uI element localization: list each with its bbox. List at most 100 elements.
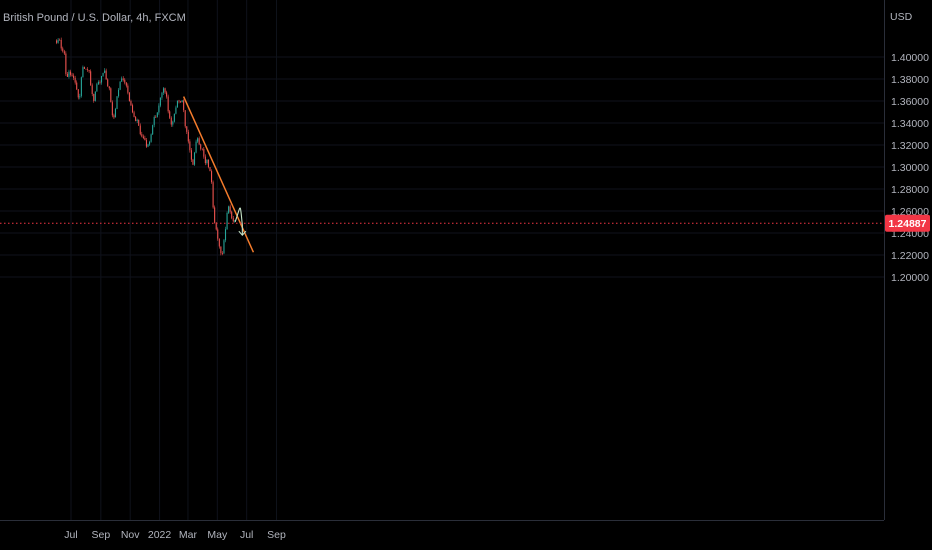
candle-body bbox=[124, 79, 126, 83]
candle-body bbox=[60, 39, 62, 49]
candle-body bbox=[63, 51, 65, 54]
candle-body bbox=[193, 152, 196, 165]
candle-body bbox=[59, 39, 61, 41]
candle-body bbox=[172, 121, 174, 125]
candle-body bbox=[87, 69, 89, 71]
candle-body bbox=[184, 110, 186, 127]
candle-body bbox=[116, 96, 118, 109]
candle-body bbox=[97, 81, 99, 85]
candle-body bbox=[169, 111, 171, 118]
price-axis[interactable]: 1.40000 1.38000 1.36000 1.34000 1.32000 1.300… bbox=[891, 52, 929, 284]
candle-body bbox=[121, 78, 123, 82]
x-tick-label: Jul bbox=[240, 529, 253, 541]
candle-body bbox=[128, 92, 130, 102]
candle-body bbox=[152, 125, 154, 135]
chart-title: British Pound / U.S. Dollar, 4h, FXCM bbox=[3, 12, 186, 24]
candle-body bbox=[79, 96, 81, 98]
trendline[interactable] bbox=[182, 96, 255, 253]
candle-body bbox=[119, 81, 121, 90]
candle-body bbox=[153, 116, 155, 126]
candle-body bbox=[141, 134, 143, 137]
candle-body bbox=[197, 138, 199, 142]
candle-body bbox=[100, 75, 103, 83]
candle-body bbox=[226, 212, 228, 230]
x-tick-label: Sep bbox=[91, 529, 110, 541]
candle-body bbox=[231, 211, 233, 219]
candle-body bbox=[88, 70, 90, 72]
y-tick-label: 1.34000 bbox=[891, 118, 929, 130]
candle-body bbox=[200, 144, 202, 149]
candle-body bbox=[214, 207, 216, 223]
candle-body bbox=[76, 82, 78, 90]
currency-label: USD bbox=[890, 11, 913, 23]
candle-body bbox=[187, 131, 189, 142]
y-tick-label: 1.32000 bbox=[891, 140, 929, 152]
y-tick-label: 1.22000 bbox=[891, 250, 929, 262]
candle-body bbox=[125, 82, 127, 86]
candle-body bbox=[175, 107, 177, 114]
candle-body bbox=[218, 238, 220, 247]
candle-body bbox=[190, 150, 192, 160]
candle-body bbox=[206, 159, 208, 164]
candle-body bbox=[57, 39, 59, 43]
candle-body bbox=[166, 92, 168, 97]
candle-body bbox=[220, 246, 222, 254]
candle-body bbox=[102, 72, 104, 76]
candle-body bbox=[133, 112, 135, 117]
candle-body bbox=[93, 93, 95, 101]
candle-body bbox=[217, 229, 219, 239]
candle-body bbox=[62, 48, 64, 52]
candle-body bbox=[105, 70, 107, 80]
y-tick-label: 1.38000 bbox=[891, 74, 929, 86]
candle-body bbox=[136, 119, 138, 121]
candle-body bbox=[155, 116, 157, 118]
candle-body bbox=[96, 84, 98, 92]
candle-body bbox=[158, 105, 160, 113]
candle-body bbox=[221, 253, 223, 254]
candle-body bbox=[234, 220, 236, 222]
candle-body bbox=[207, 159, 210, 168]
candle-body bbox=[85, 68, 87, 70]
candle-body bbox=[176, 100, 179, 108]
candle-body bbox=[144, 138, 146, 141]
candle-body bbox=[68, 71, 70, 77]
grid bbox=[0, 0, 884, 520]
x-tick-label: Nov bbox=[121, 529, 140, 541]
candle-body bbox=[90, 71, 92, 86]
candle-body bbox=[228, 206, 230, 213]
candle-body bbox=[83, 67, 86, 69]
candle-body bbox=[201, 148, 203, 150]
candle-body bbox=[162, 88, 165, 93]
projection-arrowhead bbox=[238, 230, 247, 237]
candle-body bbox=[142, 136, 144, 139]
candle-body bbox=[118, 89, 120, 97]
candle-body bbox=[186, 126, 188, 132]
last-price-label: 1.24887 bbox=[889, 218, 927, 230]
candle-body bbox=[178, 100, 180, 102]
projection-arrow bbox=[234, 207, 243, 236]
y-tick-label: 1.20000 bbox=[891, 272, 929, 284]
candle-body bbox=[147, 144, 149, 147]
candle-body bbox=[77, 89, 79, 98]
candle-body bbox=[180, 101, 182, 103]
candle-body bbox=[80, 77, 82, 97]
candle-body bbox=[198, 138, 200, 145]
candle-body bbox=[167, 96, 169, 112]
candle-body bbox=[69, 71, 72, 75]
candle-body bbox=[211, 171, 213, 183]
candle-body bbox=[82, 67, 84, 78]
time-axis[interactable]: Jul Sep Nov 2022 Mar May Jul Sep bbox=[64, 529, 286, 541]
candle-body bbox=[212, 182, 214, 208]
y-tick-label: 1.28000 bbox=[891, 184, 929, 196]
candle-body bbox=[223, 240, 225, 254]
candles bbox=[56, 37, 236, 256]
candle-body bbox=[139, 125, 141, 135]
candle-body bbox=[224, 229, 227, 241]
candle-body bbox=[91, 85, 93, 94]
candle-body bbox=[173, 113, 175, 122]
candle-body bbox=[192, 159, 194, 165]
candle-body bbox=[104, 70, 106, 73]
candle-body bbox=[113, 115, 115, 118]
